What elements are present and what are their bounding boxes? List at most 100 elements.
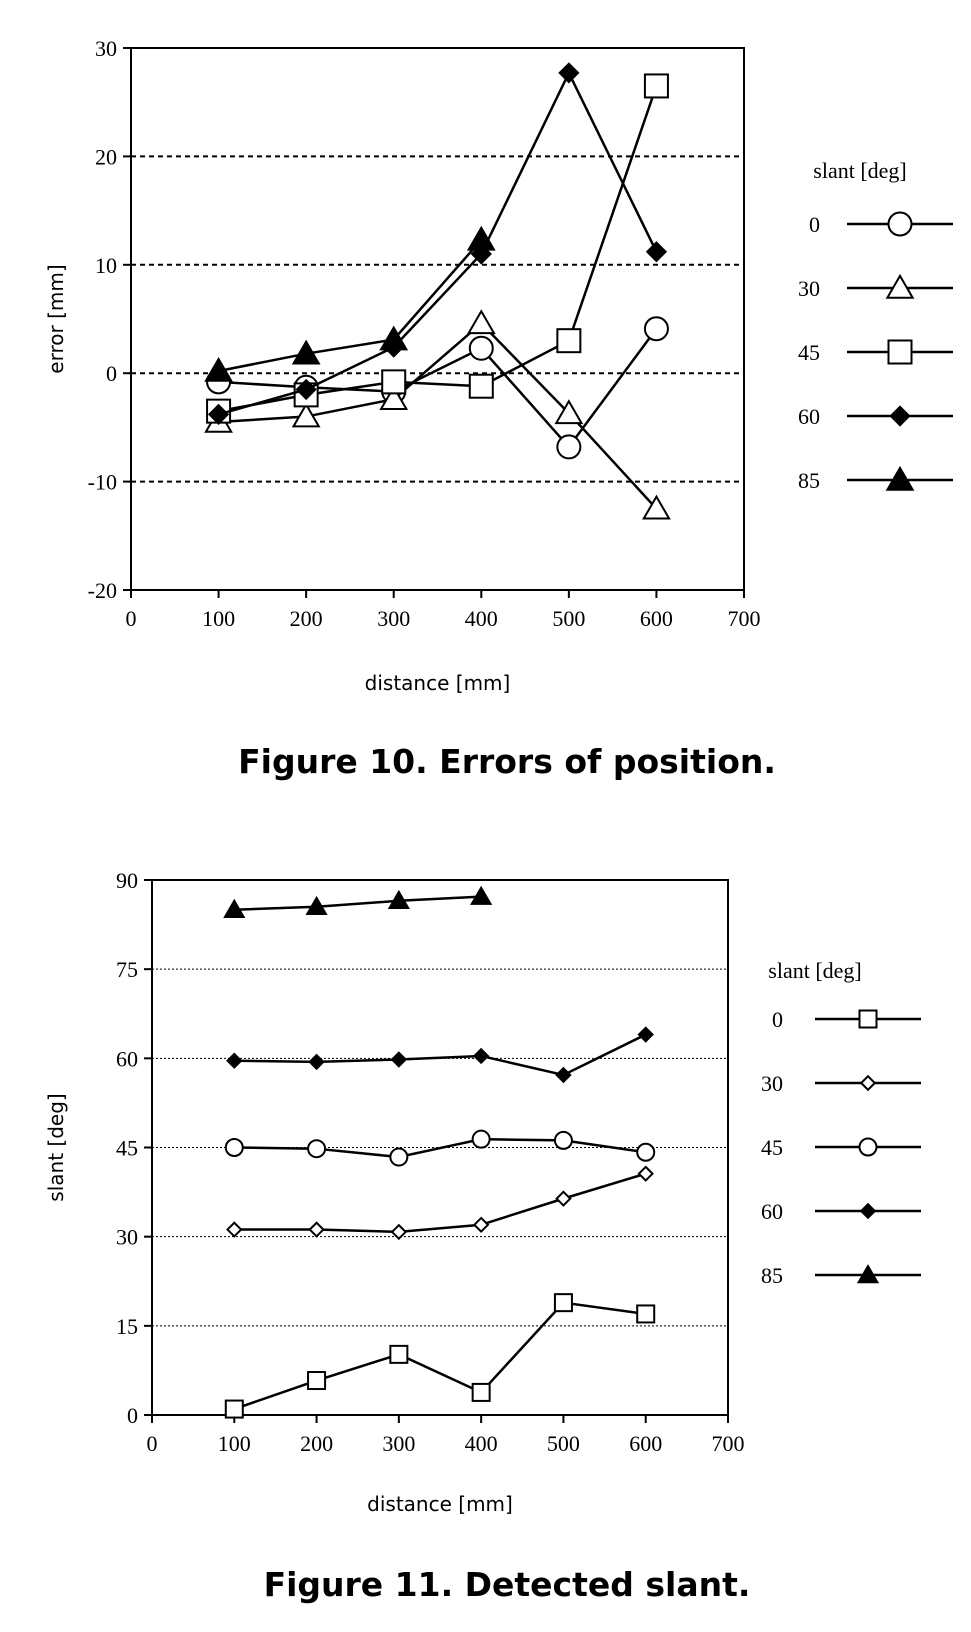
x-tick-label: 300 xyxy=(382,1431,415,1456)
data-point xyxy=(471,1382,491,1402)
y-tick-label: -20 xyxy=(88,578,117,603)
x-tick-label: 100 xyxy=(202,606,235,631)
legend-marker xyxy=(858,1009,878,1029)
data-point xyxy=(645,241,668,263)
data-point xyxy=(207,403,230,426)
legend-label: 0 xyxy=(809,212,820,237)
data-point xyxy=(389,1344,409,1364)
y-tick-label: 15 xyxy=(116,1314,138,1339)
data-point xyxy=(466,309,496,335)
data-point xyxy=(470,885,493,905)
series-85 xyxy=(204,225,496,382)
data-point xyxy=(390,1051,408,1068)
series-45 xyxy=(206,73,669,424)
x-tick-label: 200 xyxy=(300,1431,333,1456)
data-point xyxy=(468,335,494,361)
series-30 xyxy=(226,1165,654,1241)
legend-marker xyxy=(859,1074,877,1092)
data-point xyxy=(636,1142,656,1162)
x-tick-label: 300 xyxy=(377,606,410,631)
series-line xyxy=(218,85,658,413)
series-line xyxy=(218,321,658,510)
data-point xyxy=(637,1165,654,1182)
data-point xyxy=(379,385,409,410)
data-point xyxy=(308,1221,325,1238)
chart-1: 0 100 200 300 400 500 600 700-20-100102030dista… xyxy=(44,36,953,781)
data-point xyxy=(643,73,669,99)
data-point xyxy=(226,1221,243,1238)
data-point xyxy=(472,1216,490,1233)
data-point xyxy=(308,1053,325,1071)
y-tick-label: -10 xyxy=(88,470,117,495)
series-0 xyxy=(224,1293,656,1419)
series-line xyxy=(233,1301,646,1411)
series-line xyxy=(234,895,482,911)
series-line xyxy=(218,239,483,373)
y-tick-label: 75 xyxy=(116,957,138,982)
y-tick-label: 10 xyxy=(95,253,117,278)
data-point xyxy=(553,1130,573,1150)
x-axis-label: distance [mm] xyxy=(367,1492,513,1516)
data-point xyxy=(389,1147,409,1167)
legend-marker xyxy=(856,1264,880,1284)
chart-2: 0 100 200 300 400 500 600 7000153045607590dista… xyxy=(44,868,921,1604)
legend-label: 85 xyxy=(798,468,820,493)
legend-title: slant [deg] xyxy=(813,158,906,183)
series-line xyxy=(218,328,658,449)
x-tick-label: 0 xyxy=(147,1431,158,1456)
data-point xyxy=(556,434,582,460)
data-point xyxy=(642,494,671,520)
data-point xyxy=(291,402,321,428)
data-point xyxy=(554,399,584,425)
data-point xyxy=(643,316,669,342)
series-30 xyxy=(204,309,671,520)
data-point xyxy=(556,328,582,354)
y-tick-label: 0 xyxy=(106,361,117,386)
data-point xyxy=(307,1139,327,1159)
series-line xyxy=(234,1033,647,1077)
legend-label: 30 xyxy=(761,1071,783,1096)
y-tick-label: 30 xyxy=(95,36,117,61)
data-point xyxy=(558,62,580,84)
y-tick-label: 20 xyxy=(95,144,117,169)
x-tick-label: 100 xyxy=(218,1431,251,1456)
y-tick-label: 60 xyxy=(116,1046,138,1071)
y-axis-label: error [mm] xyxy=(44,264,68,373)
data-point xyxy=(637,1026,654,1043)
series-line xyxy=(234,1172,647,1234)
legend-label: 60 xyxy=(798,404,820,429)
x-tick-label: 600 xyxy=(629,1431,662,1456)
x-axis-label: distance [mm] xyxy=(365,671,511,695)
x-tick-label: 700 xyxy=(728,606,761,631)
data-point xyxy=(379,325,409,351)
data-point xyxy=(291,339,321,365)
data-point xyxy=(224,1138,244,1157)
y-axis-label: slant [deg] xyxy=(44,1093,68,1201)
x-tick-label: 600 xyxy=(640,606,673,631)
x-tick-label: 0 xyxy=(126,606,137,631)
data-point xyxy=(466,225,496,251)
data-point xyxy=(226,1052,243,1069)
data-point xyxy=(471,1129,491,1149)
x-tick-label: 700 xyxy=(712,1431,745,1456)
x-tick-label: 500 xyxy=(552,606,585,631)
legend-marker xyxy=(887,339,913,365)
legend-label: 60 xyxy=(761,1199,783,1224)
y-tick-label: 90 xyxy=(116,868,138,893)
legend: slant [deg] 0 30 45 60 85 xyxy=(761,958,921,1288)
legend-label: 45 xyxy=(761,1135,783,1160)
data-point xyxy=(387,889,410,910)
data-point xyxy=(553,1293,573,1313)
series-0 xyxy=(206,316,669,460)
data-point xyxy=(468,373,494,399)
x-tick-label: 200 xyxy=(290,606,323,631)
y-tick-label: 0 xyxy=(127,1403,138,1428)
legend-label: 45 xyxy=(798,340,820,365)
legend-marker xyxy=(858,1137,878,1157)
legend-title: slant [deg] xyxy=(768,958,861,983)
legend-marker xyxy=(889,405,911,427)
data-point xyxy=(223,898,246,918)
legend: slant [deg] 0 30 45 60 85 xyxy=(798,158,953,493)
legend-marker xyxy=(885,465,915,491)
